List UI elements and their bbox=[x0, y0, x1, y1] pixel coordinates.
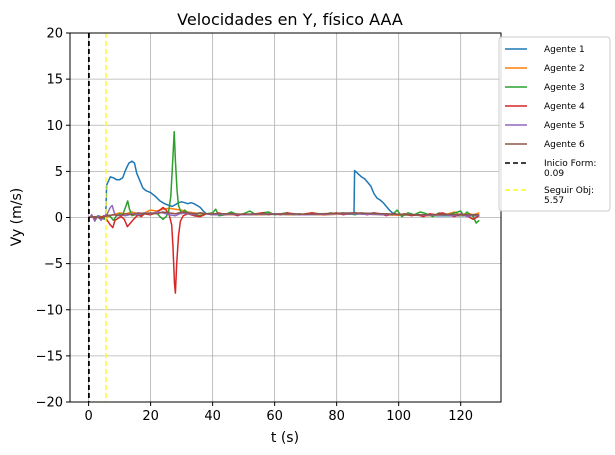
series-line-6 bbox=[88, 211, 480, 220]
y-tick-label: 20 bbox=[46, 27, 63, 42]
y-tick-label: 10 bbox=[46, 119, 63, 134]
y-tick-label: −10 bbox=[36, 303, 63, 318]
legend-label-3: Agente 3 bbox=[544, 83, 585, 93]
series-line-1 bbox=[104, 160, 480, 218]
y-tick-label: 5 bbox=[55, 165, 63, 180]
chart-title: Velocidades en Y, físico AAA bbox=[177, 10, 403, 29]
x-tick-label: 60 bbox=[266, 409, 283, 424]
legend-label-7: Inicio Form: 0.09 bbox=[544, 159, 596, 179]
legend-label-2: Agente 2 bbox=[544, 64, 585, 74]
x-tick-label: 120 bbox=[448, 409, 473, 424]
legend-label-8: Seguir Obj: 5.57 bbox=[544, 186, 594, 206]
y-tick-label: −5 bbox=[44, 257, 63, 272]
y-axis-label: Vy (m/s) bbox=[9, 188, 25, 247]
series-line-4 bbox=[88, 206, 480, 294]
legend: Agente 1 Agente 2 Agente 3 Agente 4 Agente 5… bbox=[498, 36, 611, 212]
x-tick-label: 0 bbox=[84, 409, 92, 424]
y-tick-label: 15 bbox=[46, 73, 63, 88]
x-tick-label: 100 bbox=[386, 409, 411, 424]
x-tick-label: 20 bbox=[142, 409, 159, 424]
series-line-3 bbox=[88, 130, 480, 224]
grid bbox=[70, 32, 501, 403]
ticks: 0 20 40 60 80 100 120 −20 −15 −10 −5 0 5 10 15 20 bbox=[36, 27, 474, 425]
legend-label-1: Agente 1 bbox=[544, 45, 585, 55]
legend-label-6: Agente 6 bbox=[544, 140, 585, 150]
x-tick-label: 40 bbox=[204, 409, 221, 424]
y-tick-label: 0 bbox=[55, 211, 63, 226]
legend-box bbox=[498, 36, 611, 212]
y-tick-label: −15 bbox=[36, 349, 63, 364]
y-tick-label: −20 bbox=[36, 396, 63, 411]
legend-label-5: Agente 5 bbox=[544, 121, 585, 131]
x-axis-label: t (s) bbox=[271, 430, 299, 446]
series-layer bbox=[87, 33, 480, 402]
legend-label-4: Agente 4 bbox=[544, 102, 585, 112]
x-tick-label: 80 bbox=[328, 409, 345, 424]
